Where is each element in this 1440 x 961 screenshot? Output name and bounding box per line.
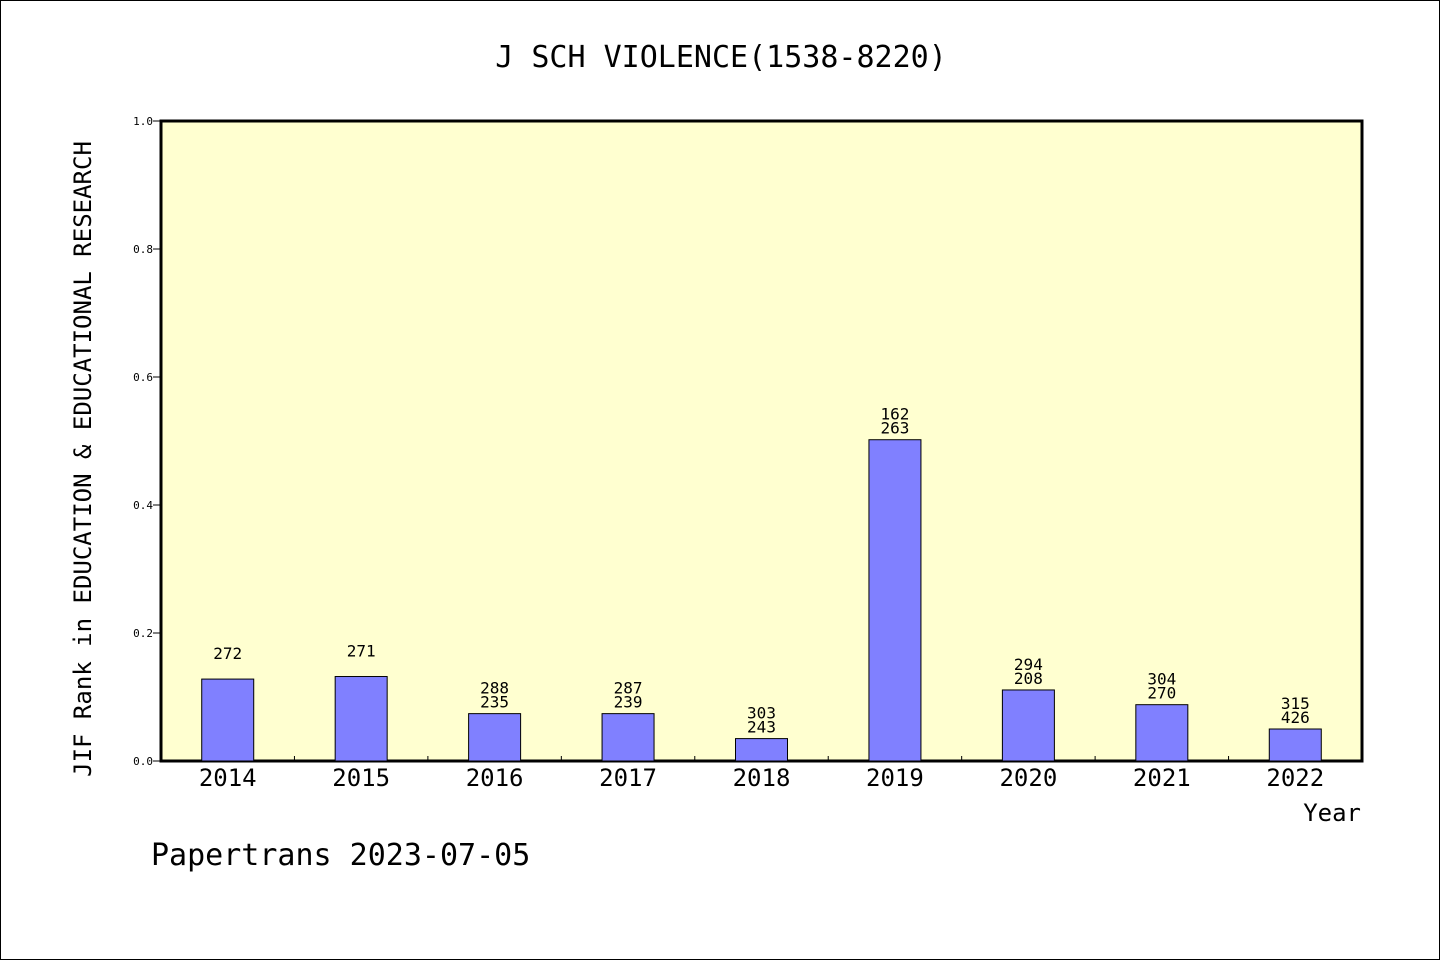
- chart-title: J SCH VIOLENCE(1538-8220): [495, 40, 947, 75]
- y-tick-label: 0.0: [133, 755, 153, 768]
- bar-data-label: 239: [614, 693, 643, 712]
- bar-2015: [334, 676, 388, 762]
- bar-data-label: 235: [480, 693, 509, 712]
- bar-data-label: 272: [213, 644, 242, 663]
- x-tick-label: 2020: [999, 764, 1057, 792]
- bar-2016: [468, 713, 522, 762]
- bar-2014: [201, 678, 255, 762]
- x-tick-label: 2019: [866, 764, 924, 792]
- x-tick-label: 2014: [199, 764, 257, 792]
- bar-2017: [601, 713, 655, 762]
- y-tick-label: 0.6: [133, 371, 153, 384]
- x-axis-label: Year: [1303, 799, 1361, 827]
- bar-2022: [1268, 728, 1322, 762]
- x-tick-label: 2022: [1266, 764, 1324, 792]
- x-tick-label: 2017: [599, 764, 657, 792]
- bar-data-label: 303: [747, 704, 776, 723]
- y-tick-label: 0.2: [133, 627, 153, 640]
- bar-data-label: 263: [880, 419, 909, 438]
- bar-2019: [868, 439, 922, 762]
- bar-data-label: 162: [880, 405, 909, 424]
- y-axis-label: JIF Rank in EDUCATION & EDUCATIONAL RESE…: [69, 141, 97, 777]
- bar-2018: [735, 738, 788, 762]
- y-tick-label: 1.0: [133, 115, 153, 128]
- bar-data-label: 270: [1147, 684, 1176, 703]
- bar-data-label: 288: [480, 679, 509, 698]
- plot-area: [159, 119, 1364, 763]
- bar-data-label: 287: [614, 679, 643, 698]
- bar-data-label: 315: [1281, 694, 1310, 713]
- x-axis: 2014 2015 2016 2017 2018 2019 2020 2021 2022: [199, 756, 1324, 792]
- bar-2021: [1135, 704, 1189, 762]
- y-tick-label: 0.4: [133, 499, 153, 512]
- bar-data-label: 304: [1147, 670, 1176, 689]
- y-tick-label: 0.8: [133, 243, 153, 256]
- bar-data-label: 243: [747, 718, 776, 737]
- bar-data-label: 271: [347, 642, 376, 661]
- y-axis: 0.0 0.2 0.4 0.6 0.8 1.0: [133, 115, 161, 768]
- bar-data-label: 294: [1014, 655, 1043, 674]
- x-tick-label: 2016: [466, 764, 524, 792]
- x-tick-label: 2015: [332, 764, 390, 792]
- bar-data-label: 426: [1281, 708, 1310, 727]
- x-tick-label: 2018: [733, 764, 791, 792]
- bar-2020: [1001, 689, 1055, 762]
- x-tick-label: 2021: [1133, 764, 1191, 792]
- bar-data-label: 208: [1014, 669, 1043, 688]
- footer-stamp: Papertrans 2023-07-05: [151, 838, 530, 873]
